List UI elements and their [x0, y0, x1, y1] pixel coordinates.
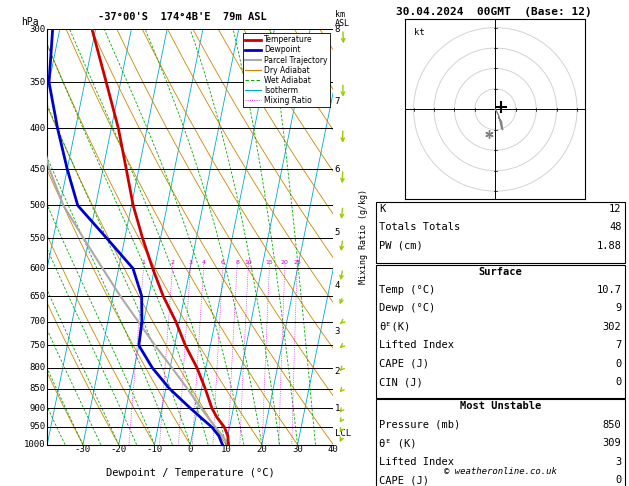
Text: 850: 850 — [603, 420, 621, 430]
Text: 3: 3 — [615, 457, 621, 467]
Text: km
ASL: km ASL — [335, 10, 350, 28]
Text: 9: 9 — [615, 303, 621, 313]
Text: 0: 0 — [187, 445, 193, 454]
Text: Lifted Index: Lifted Index — [379, 457, 454, 467]
Text: 1: 1 — [335, 404, 340, 413]
Text: 12: 12 — [609, 204, 621, 214]
Text: -10: -10 — [147, 445, 162, 454]
Text: 4: 4 — [202, 260, 206, 265]
Text: 0: 0 — [615, 377, 621, 387]
Text: θᴱ (K): θᴱ (K) — [379, 438, 417, 449]
Text: © weatheronline.co.uk: © weatheronline.co.uk — [444, 467, 557, 476]
Text: 4: 4 — [335, 281, 340, 290]
Text: 3: 3 — [335, 327, 340, 336]
Text: 7: 7 — [335, 97, 340, 106]
Text: 300: 300 — [30, 25, 46, 34]
Text: 302: 302 — [603, 322, 621, 332]
Text: 6: 6 — [335, 165, 340, 174]
Text: 40: 40 — [328, 445, 339, 454]
Text: kt: kt — [414, 28, 425, 36]
Text: Dewp (°C): Dewp (°C) — [379, 303, 435, 313]
Text: 900: 900 — [30, 404, 46, 413]
Text: 6: 6 — [221, 260, 225, 265]
Text: CIN (J): CIN (J) — [379, 377, 423, 387]
Text: 1.88: 1.88 — [596, 241, 621, 251]
Text: Lifted Index: Lifted Index — [379, 340, 454, 350]
Text: K: K — [379, 204, 386, 214]
Text: Most Unstable: Most Unstable — [460, 401, 541, 412]
Text: 1000: 1000 — [25, 440, 46, 449]
Text: 750: 750 — [30, 341, 46, 350]
Text: θᴱ(K): θᴱ(K) — [379, 322, 411, 332]
Text: 800: 800 — [30, 363, 46, 372]
Legend: Temperature, Dewpoint, Parcel Trajectory, Dry Adiabat, Wet Adiabat, Isotherm, Mi: Temperature, Dewpoint, Parcel Trajectory… — [243, 33, 330, 107]
Text: 650: 650 — [30, 292, 46, 300]
Text: 5: 5 — [335, 227, 340, 237]
Text: -37°00'S  174°4B'E  79m ASL: -37°00'S 174°4B'E 79m ASL — [98, 12, 267, 22]
Text: 850: 850 — [30, 384, 46, 393]
Text: 950: 950 — [30, 422, 46, 432]
Text: Totals Totals: Totals Totals — [379, 222, 460, 232]
Text: 2: 2 — [170, 260, 175, 265]
Text: 8: 8 — [335, 25, 340, 34]
Text: -20: -20 — [111, 445, 127, 454]
Text: 700: 700 — [30, 317, 46, 326]
Text: 15: 15 — [265, 260, 274, 265]
Text: CAPE (J): CAPE (J) — [379, 475, 429, 486]
Text: Surface: Surface — [479, 266, 522, 277]
Text: 450: 450 — [30, 165, 46, 174]
Text: 1: 1 — [142, 260, 146, 265]
Text: CAPE (J): CAPE (J) — [379, 359, 429, 369]
Text: -30: -30 — [75, 445, 91, 454]
Text: 550: 550 — [30, 234, 46, 243]
Text: Temp (°C): Temp (°C) — [379, 285, 435, 295]
Text: 48: 48 — [609, 222, 621, 232]
Text: 7: 7 — [615, 340, 621, 350]
Text: Pressure (mb): Pressure (mb) — [379, 420, 460, 430]
Text: 400: 400 — [30, 124, 46, 133]
Text: 309: 309 — [603, 438, 621, 449]
Text: 20: 20 — [257, 445, 267, 454]
Text: 20: 20 — [281, 260, 289, 265]
Text: 30.04.2024  00GMT  (Base: 12): 30.04.2024 00GMT (Base: 12) — [396, 7, 592, 17]
Text: 0: 0 — [615, 359, 621, 369]
Text: 2: 2 — [335, 367, 340, 377]
Text: 30: 30 — [292, 445, 303, 454]
Text: 350: 350 — [30, 78, 46, 87]
Text: hPa: hPa — [21, 17, 39, 27]
Text: 600: 600 — [30, 264, 46, 273]
Text: PW (cm): PW (cm) — [379, 241, 423, 251]
Text: 10: 10 — [245, 260, 252, 265]
Text: Mixing Ratio (g/kg): Mixing Ratio (g/kg) — [359, 190, 368, 284]
Text: 500: 500 — [30, 201, 46, 210]
Text: 3: 3 — [189, 260, 192, 265]
Text: 8: 8 — [235, 260, 239, 265]
Text: 10.7: 10.7 — [596, 285, 621, 295]
Text: 10: 10 — [221, 445, 231, 454]
Text: 25: 25 — [293, 260, 301, 265]
Text: Dewpoint / Temperature (°C): Dewpoint / Temperature (°C) — [106, 468, 275, 478]
Text: LCL: LCL — [335, 429, 351, 438]
Text: 0: 0 — [615, 475, 621, 486]
